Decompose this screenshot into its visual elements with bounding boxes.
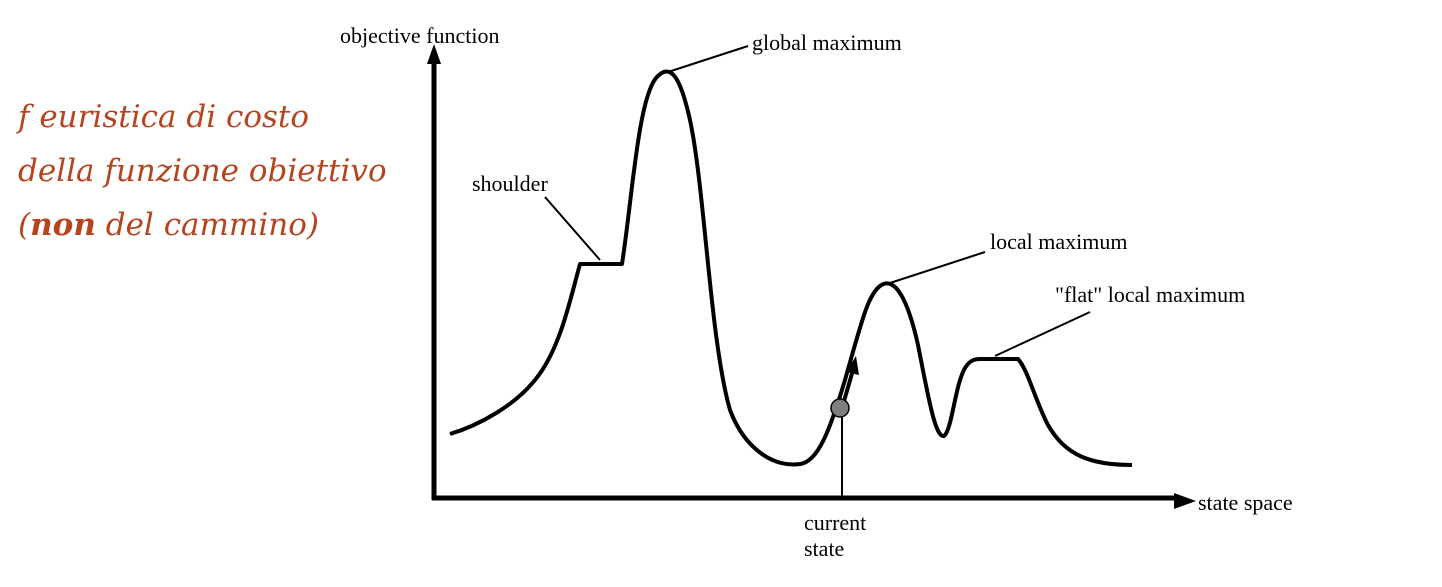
note-rest: del cammino) [95,207,319,243]
annotation-note: f euristica di costo della funzione obie… [18,90,387,252]
x-axis-arrowhead [1174,493,1196,509]
y-axis-label: objective function [340,23,499,48]
global-maximum-leader [667,45,749,73]
y-axis-arrowhead [427,44,441,64]
current-state-label-line-1: current [804,510,866,535]
note-line-3: (non del cammino) [18,198,387,252]
flat-local-maximum-leader [994,311,1091,357]
current-state-dot [830,398,850,418]
note-line-2: della funzione obiettivo [18,153,387,189]
shoulder-leader [544,196,601,261]
shoulder-label: shoulder [472,171,548,196]
note-line-1: f euristica di costo [18,99,310,135]
flat-local-maximum-label: "flat" local maximum [1055,282,1245,307]
note-emphasis: non [30,207,96,243]
note-paren-open: ( [18,207,31,243]
current-state-label-line-2: state [804,536,844,561]
current-state-direction-arrowhead [846,356,859,375]
objective-curve [449,69,1133,467]
x-axis-label: state space [1198,490,1293,515]
global-maximum-label: global maximum [752,30,902,55]
local-maximum-label: local maximum [990,229,1127,254]
local-maximum-leader [889,251,986,284]
